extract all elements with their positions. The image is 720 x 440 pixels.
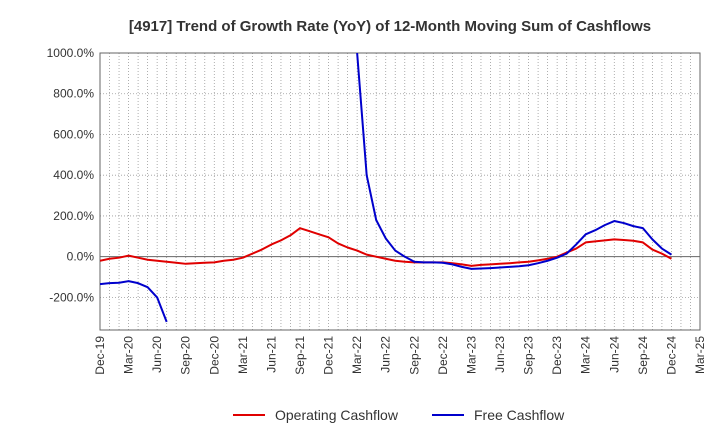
plot-area: 1000.0% 800.0% 600.0% 400.0% 200.0% 0.0% -200.…	[47, 46, 707, 375]
plot-frame	[99, 52, 701, 331]
y-tick-label: 1000.0%	[47, 46, 95, 60]
free-cashflow-line	[100, 280, 168, 323]
x-tick-label: Jun-24	[607, 336, 621, 373]
operating-cashflow-line	[100, 227, 672, 267]
y-tick-label: 200.0%	[53, 209, 94, 223]
y-tick-label: 800.0%	[53, 87, 94, 101]
legend: Operating Cashflow Free Cashflow	[233, 407, 565, 423]
y-tick-label: 400.0%	[53, 168, 94, 182]
x-tick-label: Sep-24	[636, 336, 650, 375]
x-tick-label: Sep-22	[407, 336, 421, 375]
x-tick-label: Sep-21	[293, 336, 307, 375]
x-tick-label: Dec-21	[322, 336, 336, 375]
x-tick-label: Sep-23	[522, 336, 536, 375]
y-tick-label: 600.0%	[53, 127, 94, 141]
x-tick-label: Mar-23	[464, 336, 478, 374]
x-tick-label: Dec-24	[664, 336, 678, 375]
x-tick-label: Mar-22	[350, 336, 364, 374]
x-tick-label: Dec-22	[436, 336, 450, 375]
y-tick-label: 0.0%	[67, 250, 95, 264]
x-tick-label: Mar-20	[122, 336, 136, 374]
operating-cashflow-legend-label: Operating Cashflow	[275, 407, 399, 423]
free-cashflow-line	[356, 53, 672, 270]
x-tick-label: Jun-22	[379, 336, 393, 373]
x-tick-label: Dec-20	[207, 336, 221, 375]
x-tick-label: Jun-21	[264, 336, 278, 373]
chart-title: [4917] Trend of Growth Rate (YoY) of 12-…	[129, 18, 651, 35]
free-cashflow-legend-label: Free Cashflow	[474, 407, 565, 423]
x-tick-label: Jun-20	[150, 336, 164, 373]
x-tick-label: Sep-20	[179, 336, 193, 375]
x-tick-label: Mar-21	[236, 336, 250, 374]
x-tick-label: Mar-24	[579, 336, 593, 374]
y-tick-label: -200.0%	[49, 290, 94, 304]
x-tick-label: Jun-23	[493, 336, 507, 373]
x-tick-label: Dec-19	[93, 336, 107, 375]
x-tick-label: Mar-25	[693, 336, 707, 374]
x-tick-label: Dec-23	[550, 336, 564, 375]
